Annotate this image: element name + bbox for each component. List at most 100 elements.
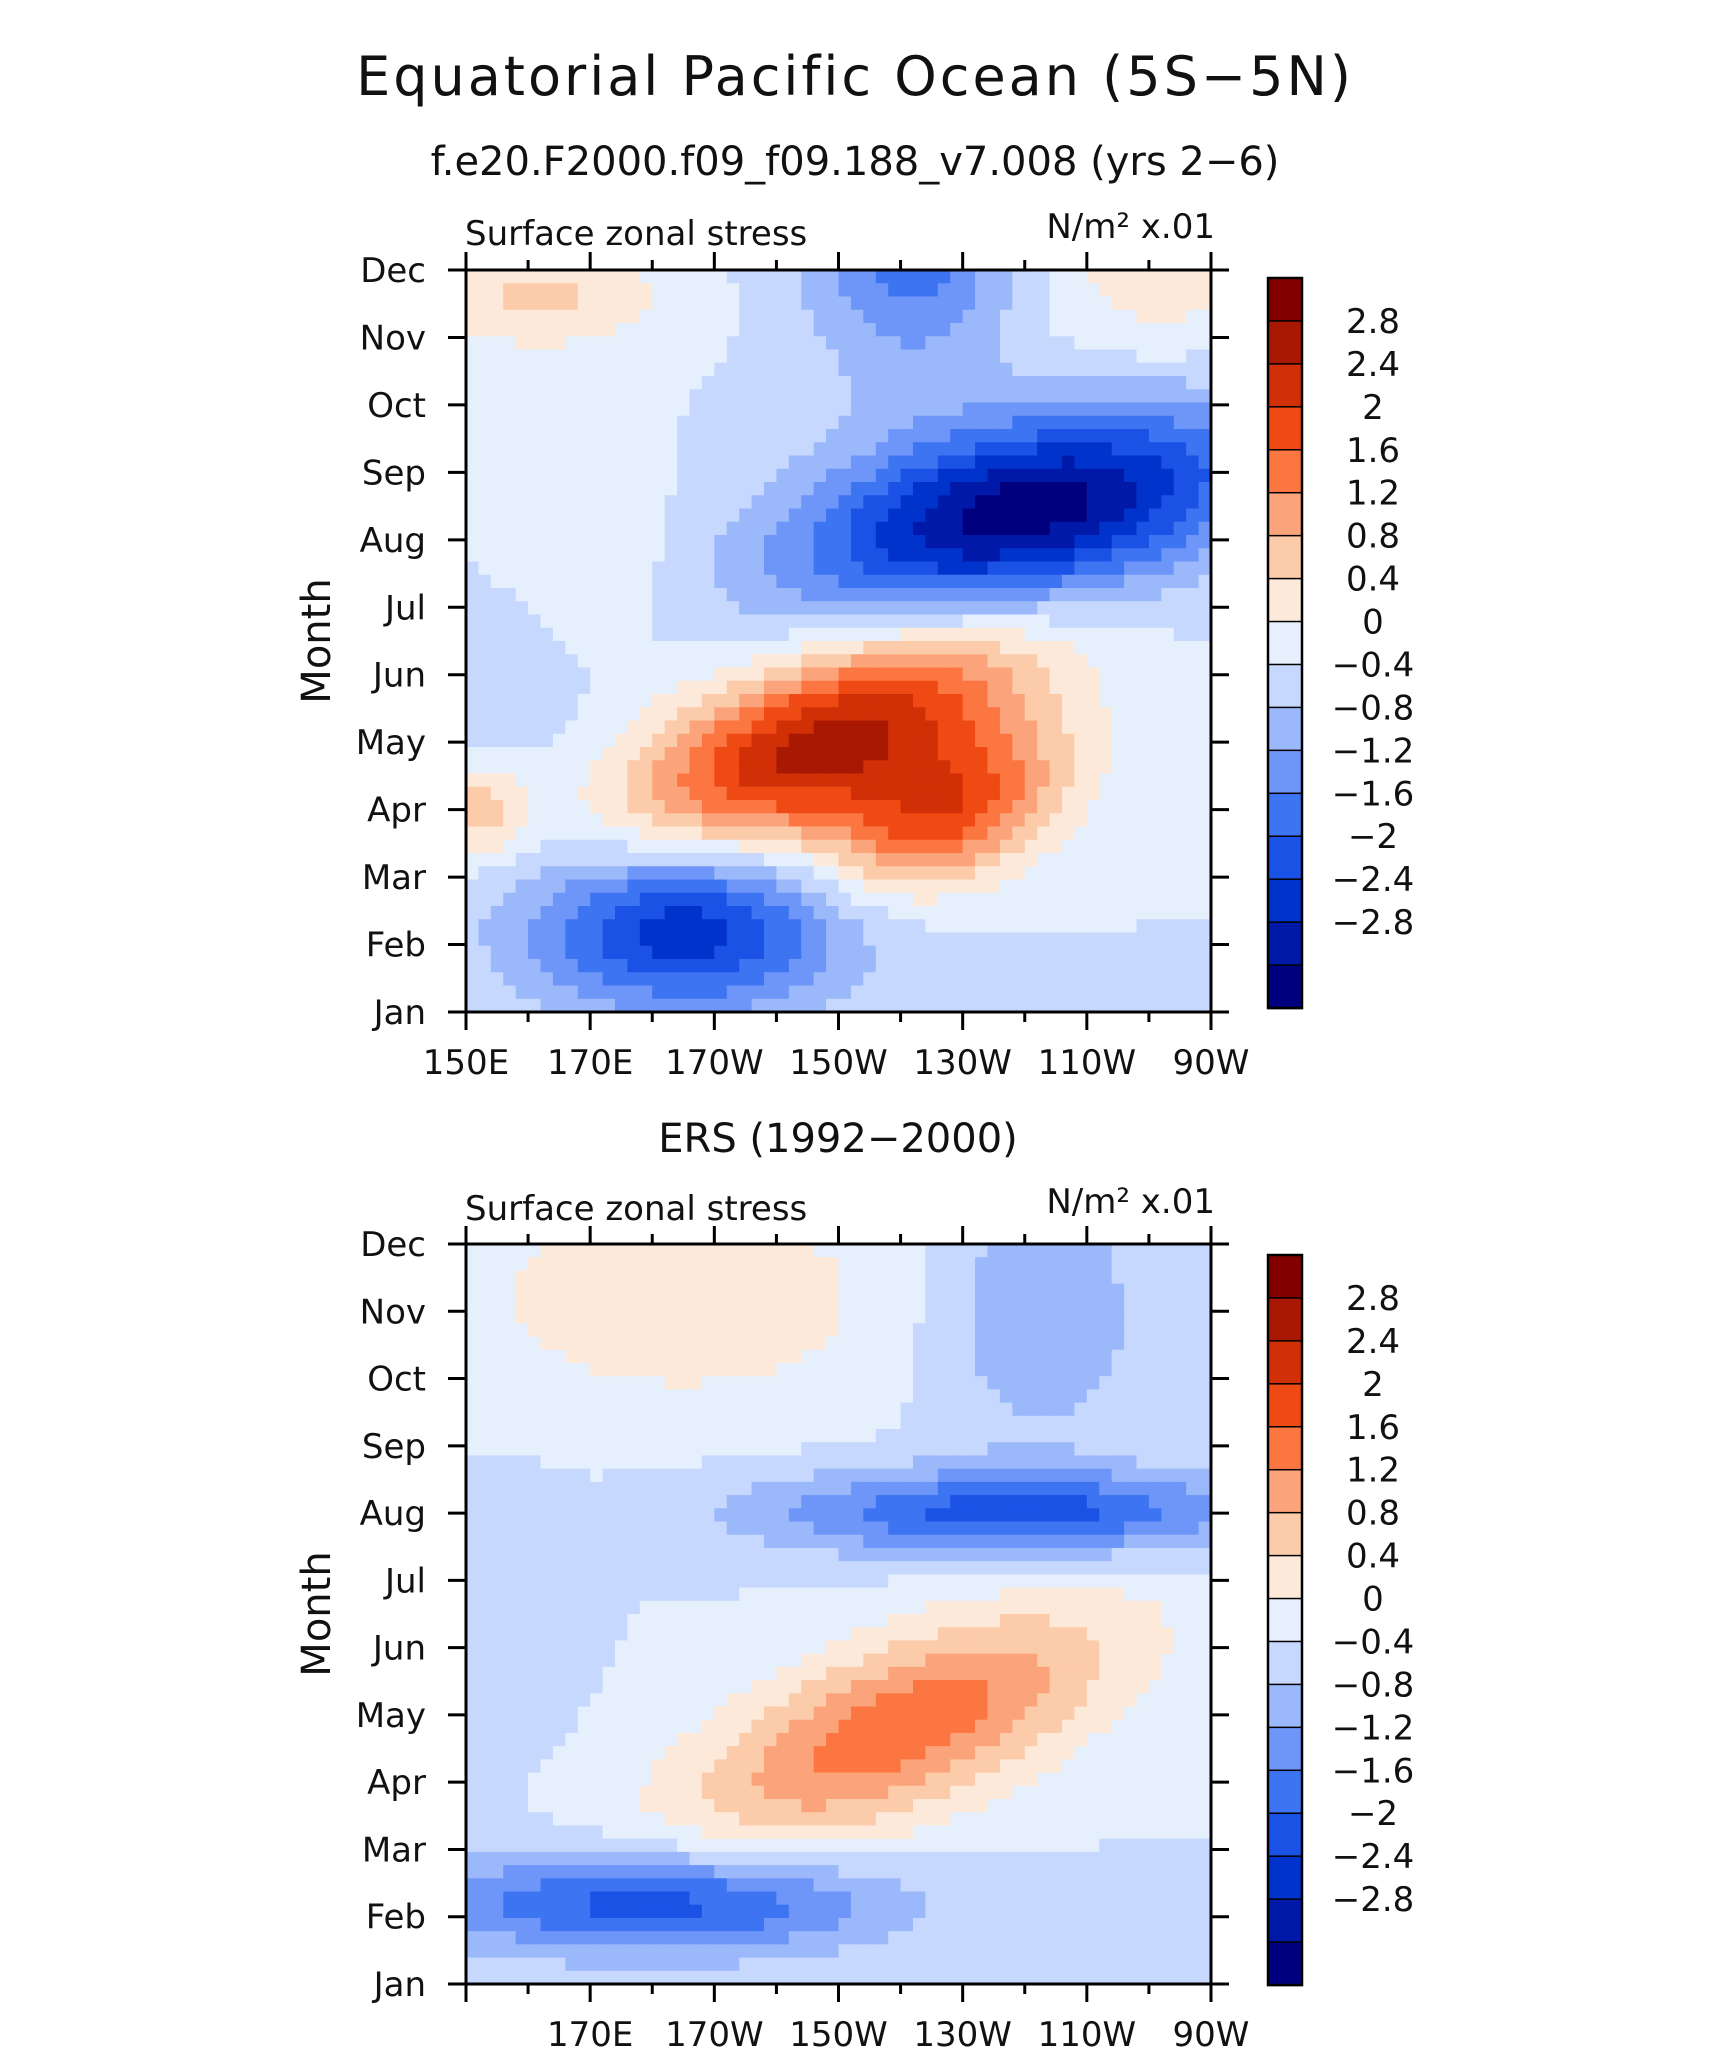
contour-cell bbox=[478, 495, 492, 510]
contour-cell bbox=[689, 601, 703, 616]
contour-cell bbox=[701, 1389, 715, 1404]
contour-cell bbox=[565, 853, 579, 867]
contour-cell bbox=[577, 1706, 591, 1721]
contour-cell bbox=[552, 1666, 566, 1681]
contour-cell bbox=[590, 535, 604, 549]
contour-cell bbox=[913, 813, 927, 828]
contour-cell bbox=[1012, 800, 1026, 814]
contour-cell bbox=[1074, 919, 1088, 934]
contour-cell bbox=[850, 535, 864, 549]
contour-cell bbox=[652, 932, 666, 947]
contour-cell bbox=[776, 468, 790, 483]
contour-cell bbox=[900, 614, 914, 629]
contour-cell bbox=[466, 548, 480, 563]
contour-cell bbox=[764, 1785, 778, 1800]
contour-cell bbox=[677, 1296, 691, 1311]
contour-cell bbox=[478, 1547, 492, 1562]
contour-cell bbox=[515, 1600, 529, 1615]
contour-cell bbox=[652, 879, 666, 894]
contour-cell bbox=[577, 1799, 591, 1813]
contour-cell bbox=[875, 283, 889, 298]
contour-cell bbox=[801, 495, 815, 510]
contour-cell bbox=[863, 309, 877, 324]
colorbar: 2.82.421.61.20.80.40−0.4−0.8−1.2−1.6−2−2… bbox=[1266, 276, 1414, 1010]
contour-cell bbox=[788, 998, 802, 1013]
contour-cell bbox=[615, 1362, 629, 1377]
contour-cell bbox=[552, 853, 566, 867]
contour-cell bbox=[1198, 415, 1212, 430]
contour-cell bbox=[838, 376, 852, 390]
contour-cell bbox=[1161, 998, 1175, 1013]
contour-cell bbox=[639, 1349, 653, 1364]
contour-cell bbox=[1161, 892, 1175, 907]
contour-cell bbox=[1049, 429, 1063, 443]
contour-cell bbox=[764, 1904, 778, 1919]
contour-cell bbox=[689, 1495, 703, 1509]
contour-cell bbox=[925, 839, 939, 854]
contour-cell bbox=[1099, 773, 1113, 788]
contour-cell bbox=[466, 614, 480, 629]
contour-cell bbox=[490, 1746, 504, 1760]
contour-cell bbox=[776, 323, 790, 337]
contour-cell bbox=[565, 1931, 579, 1945]
contour-cell bbox=[937, 906, 951, 920]
contour-cell bbox=[714, 1495, 728, 1509]
contour-cell bbox=[701, 1534, 715, 1549]
contour-cell bbox=[975, 707, 989, 722]
contour-cell bbox=[950, 760, 964, 775]
contour-cell bbox=[652, 1627, 666, 1642]
contour-cell bbox=[788, 1323, 802, 1338]
contour-cell bbox=[552, 601, 566, 616]
contour-cell bbox=[1173, 694, 1187, 708]
contour-cell bbox=[739, 972, 753, 987]
contour-cell bbox=[1037, 429, 1051, 443]
contour-cell bbox=[1037, 680, 1051, 695]
contour-cell bbox=[652, 1468, 666, 1483]
contour-cell bbox=[925, 694, 939, 708]
contour-cell bbox=[639, 1878, 653, 1893]
contour-cell bbox=[1024, 296, 1038, 311]
contour-cell bbox=[677, 376, 691, 390]
contour-cell bbox=[639, 1481, 653, 1496]
contour-cell bbox=[1173, 270, 1187, 284]
contour-cell bbox=[615, 786, 629, 801]
contour-cell bbox=[776, 1508, 790, 1523]
contour-cell bbox=[1062, 707, 1076, 722]
contour-cell bbox=[826, 415, 840, 430]
contour-cell bbox=[801, 879, 815, 894]
contour-cell bbox=[764, 932, 778, 947]
contour-cell bbox=[739, 906, 753, 920]
contour-cell bbox=[863, 349, 877, 364]
contour-cell bbox=[490, 1574, 504, 1589]
contour-cell bbox=[1099, 521, 1113, 536]
contour-cell bbox=[1111, 680, 1125, 695]
contour-cell bbox=[528, 1680, 542, 1694]
contour-cell bbox=[478, 1851, 492, 1866]
contour-cell bbox=[950, 667, 964, 682]
contour-cell bbox=[1037, 561, 1051, 576]
contour-cell bbox=[838, 853, 852, 867]
contour-cell bbox=[664, 932, 678, 947]
contour-cell bbox=[764, 1283, 778, 1298]
contour-cell bbox=[689, 1917, 703, 1932]
contour-cell bbox=[639, 1362, 653, 1377]
contour-cell bbox=[490, 1587, 504, 1602]
contour-cell bbox=[714, 1481, 728, 1496]
contour-cell bbox=[615, 535, 629, 549]
contour-cell bbox=[639, 1746, 653, 1760]
contour-cell bbox=[1161, 866, 1175, 881]
contour-cell bbox=[552, 1323, 566, 1338]
contour-cell bbox=[490, 1680, 504, 1694]
contour-cell bbox=[1161, 906, 1175, 920]
contour-cell bbox=[1111, 773, 1125, 788]
contour-cell bbox=[1062, 641, 1076, 655]
contour-cell bbox=[751, 402, 765, 417]
contour-cell bbox=[565, 1244, 579, 1258]
contour-cell bbox=[1136, 429, 1150, 443]
contour-cell bbox=[987, 932, 1001, 947]
contour-cell bbox=[689, 1349, 703, 1364]
contour-cell bbox=[726, 932, 740, 947]
contour-cell bbox=[552, 694, 566, 708]
contour-cell bbox=[937, 760, 951, 775]
